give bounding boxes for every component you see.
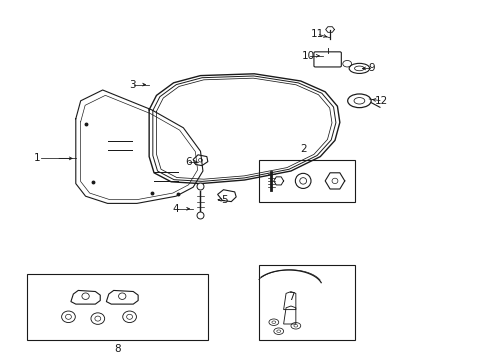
Text: 9: 9: [367, 63, 374, 73]
Text: 7: 7: [287, 292, 294, 302]
Text: 8: 8: [114, 344, 121, 354]
Text: 11: 11: [310, 29, 324, 39]
Text: 10: 10: [301, 51, 314, 61]
Bar: [259, 265, 354, 340]
Text: 4: 4: [172, 204, 179, 214]
Text: 6: 6: [184, 157, 191, 167]
Text: 5: 5: [221, 195, 228, 205]
Text: 12: 12: [374, 96, 387, 106]
Bar: [27, 274, 207, 340]
Text: 3: 3: [128, 80, 135, 90]
Text: 1: 1: [33, 153, 40, 163]
Bar: [259, 160, 354, 202]
Text: 2: 2: [299, 144, 306, 154]
